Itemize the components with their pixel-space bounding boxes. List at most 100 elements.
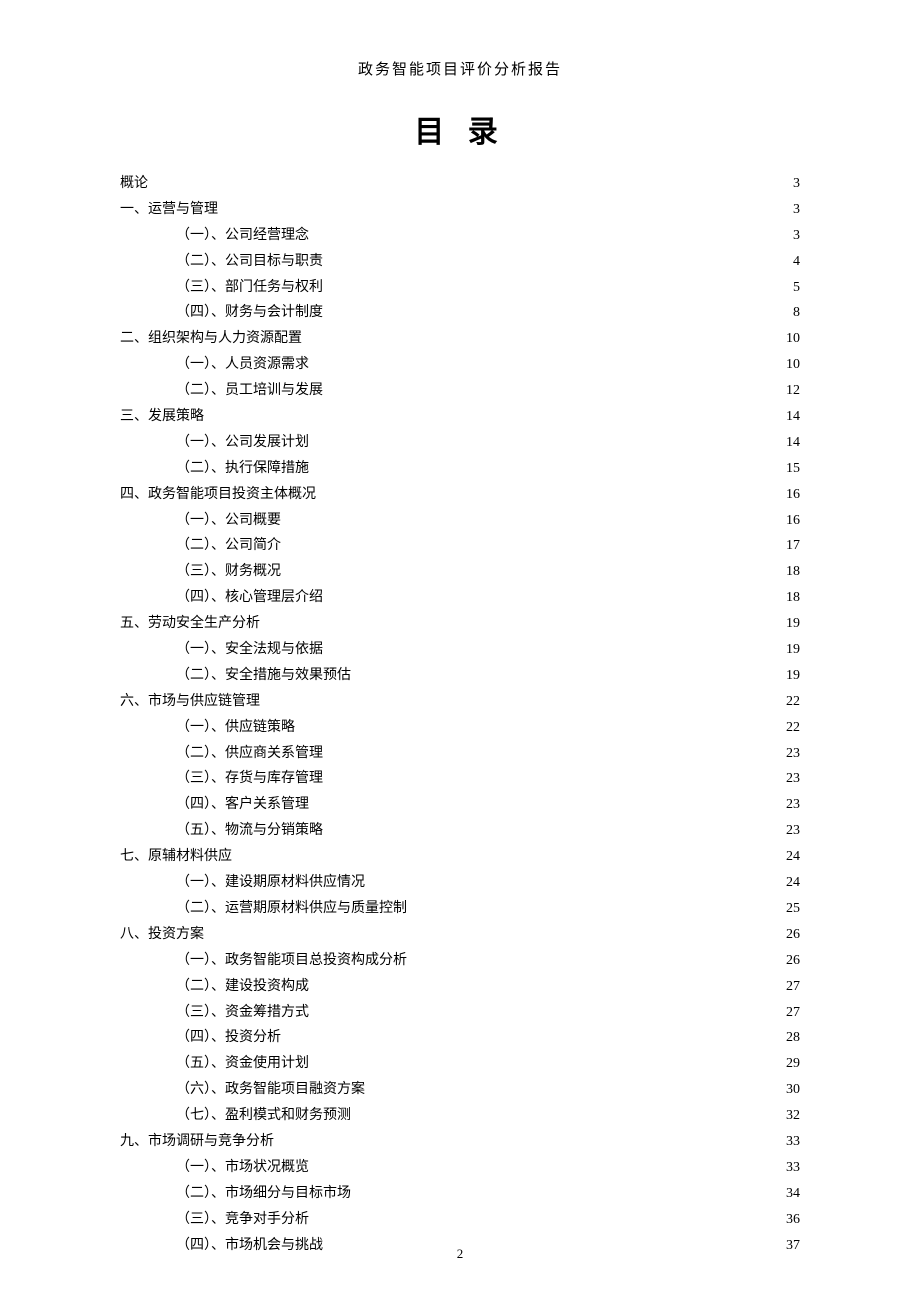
toc-entry-label: （二）、运营期原材料供应与质量控制 <box>176 896 407 922</box>
toc-dots <box>351 1183 784 1197</box>
toc-entry-page: 23 <box>784 792 800 818</box>
toc-dots <box>351 1105 784 1119</box>
toc-entry: （七）、盈利模式和财务预测 32 <box>120 1103 800 1129</box>
toc-entry-label: （四）、客户关系管理 <box>176 792 309 818</box>
toc-entry: （五）、物流与分销策略 23 <box>120 818 800 844</box>
toc-dots <box>309 1209 784 1223</box>
toc-entry: （四）、核心管理层介绍 18 <box>120 585 800 611</box>
toc-entry: （三）、存货与库存管理 23 <box>120 766 800 792</box>
toc-entry-page: 23 <box>784 741 800 767</box>
toc-entry: （六）、政务智能项目融资方案 30 <box>120 1077 800 1103</box>
toc-entry: （四）、投资分析 28 <box>120 1025 800 1051</box>
toc-dots <box>274 1131 784 1145</box>
toc-entry: （三）、竞争对手分析 36 <box>120 1207 800 1233</box>
toc-entry-label: （二）、公司目标与职责 <box>176 249 323 275</box>
toc-entry: 六、市场与供应链管理 22 <box>120 689 800 715</box>
toc-entry: 九、市场调研与竞争分析 33 <box>120 1129 800 1155</box>
toc-entry: （二）、市场细分与目标市场 34 <box>120 1181 800 1207</box>
toc-dots <box>407 950 784 964</box>
toc-dots <box>323 768 784 782</box>
toc-entry-page: 8 <box>791 300 800 326</box>
document-header: 政务智能项目评价分析报告 <box>120 58 800 79</box>
toc-dots <box>365 872 784 886</box>
toc-dots <box>323 251 791 265</box>
toc-dots <box>309 794 784 808</box>
toc-entry: （一）、安全法规与依据 19 <box>120 637 800 663</box>
toc-entry-page: 32 <box>784 1103 800 1129</box>
toc-dots <box>365 1079 784 1093</box>
toc-entry-page: 29 <box>784 1051 800 1077</box>
toc-entry-label: （二）、市场细分与目标市场 <box>176 1181 351 1207</box>
toc-list: 概论 3一、运营与管理 3（一）、公司经营理念 3（二）、公司目标与职责 4（三… <box>120 171 800 1258</box>
toc-entry-page: 4 <box>791 249 800 275</box>
toc-entry-page: 27 <box>784 974 800 1000</box>
toc-dots <box>232 846 784 860</box>
toc-entry-label: （二）、公司简介 <box>176 533 281 559</box>
toc-entry-label: （二）、供应商关系管理 <box>176 741 323 767</box>
toc-entry-page: 18 <box>784 585 800 611</box>
toc-entry: 七、原辅材料供应 24 <box>120 844 800 870</box>
toc-entry-page: 25 <box>784 896 800 922</box>
toc-dots <box>309 976 784 990</box>
toc-entry-label: （四）、核心管理层介绍 <box>176 585 323 611</box>
toc-entry: （二）、运营期原材料供应与质量控制 25 <box>120 896 800 922</box>
toc-entry: （三）、部门任务与权利 5 <box>120 275 800 301</box>
toc-entry: （一）、公司经营理念 3 <box>120 223 800 249</box>
toc-entry-label: （三）、财务概况 <box>176 559 281 585</box>
toc-entry-page: 16 <box>784 508 800 534</box>
toc-entry-page: 23 <box>784 766 800 792</box>
toc-entry: 四、政务智能项目投资主体概况 16 <box>120 482 800 508</box>
toc-entry-label: 五、劳动安全生产分析 <box>120 611 260 637</box>
toc-entry: （二）、供应商关系管理 23 <box>120 741 800 767</box>
toc-dots <box>323 639 784 653</box>
toc-dots <box>351 665 784 679</box>
toc-entry-label: （一）、供应链策略 <box>176 715 295 741</box>
toc-entry: （三）、财务概况 18 <box>120 559 800 585</box>
toc-entry: 一、运营与管理 3 <box>120 197 800 223</box>
toc-entry-page: 10 <box>784 352 800 378</box>
toc-entry-page: 26 <box>784 948 800 974</box>
toc-entry-label: （二）、建设投资构成 <box>176 974 309 1000</box>
toc-dots <box>309 1002 784 1016</box>
toc-entry: 概论 3 <box>120 171 800 197</box>
toc-entry-label: 概论 <box>120 171 148 197</box>
toc-dots <box>302 328 784 342</box>
toc-entry-label: 八、投资方案 <box>120 922 204 948</box>
toc-entry-label: （二）、安全措施与效果预估 <box>176 663 351 689</box>
toc-entry: （四）、客户关系管理 23 <box>120 792 800 818</box>
toc-entry-page: 3 <box>791 223 800 249</box>
toc-dots <box>309 432 784 446</box>
toc-entry-page: 3 <box>791 197 800 223</box>
toc-entry: （一）、建设期原材料供应情况 24 <box>120 870 800 896</box>
toc-dots <box>407 898 784 912</box>
toc-entry-label: （五）、资金使用计划 <box>176 1051 309 1077</box>
toc-entry-label: （三）、部门任务与权利 <box>176 275 323 301</box>
toc-entry-page: 19 <box>784 637 800 663</box>
toc-entry-label: （三）、竞争对手分析 <box>176 1207 309 1233</box>
toc-entry-page: 10 <box>784 326 800 352</box>
toc-dots <box>309 458 784 472</box>
toc-dots <box>323 743 784 757</box>
toc-dots <box>281 510 784 524</box>
toc-dots <box>295 717 784 731</box>
toc-entry-label: （一）、人员资源需求 <box>176 352 309 378</box>
toc-dots <box>323 380 784 394</box>
page-number: 2 <box>0 1246 920 1262</box>
toc-entry-page: 33 <box>784 1129 800 1155</box>
toc-entry: （三）、资金筹措方式 27 <box>120 1000 800 1026</box>
toc-dots <box>323 587 784 601</box>
toc-entry-label: （三）、资金筹措方式 <box>176 1000 309 1026</box>
toc-entry-page: 19 <box>784 611 800 637</box>
toc-entry-label: 一、运营与管理 <box>120 197 218 223</box>
toc-entry: （二）、公司简介 17 <box>120 533 800 559</box>
toc-dots <box>218 199 791 213</box>
toc-dots <box>309 225 791 239</box>
toc-entry-label: （六）、政务智能项目融资方案 <box>176 1077 365 1103</box>
toc-entry-page: 18 <box>784 559 800 585</box>
toc-entry-page: 19 <box>784 663 800 689</box>
toc-entry-page: 17 <box>784 533 800 559</box>
toc-dots <box>204 924 784 938</box>
toc-entry-page: 36 <box>784 1207 800 1233</box>
toc-entry: （二）、建设投资构成 27 <box>120 974 800 1000</box>
toc-entry: （一）、公司发展计划 14 <box>120 430 800 456</box>
